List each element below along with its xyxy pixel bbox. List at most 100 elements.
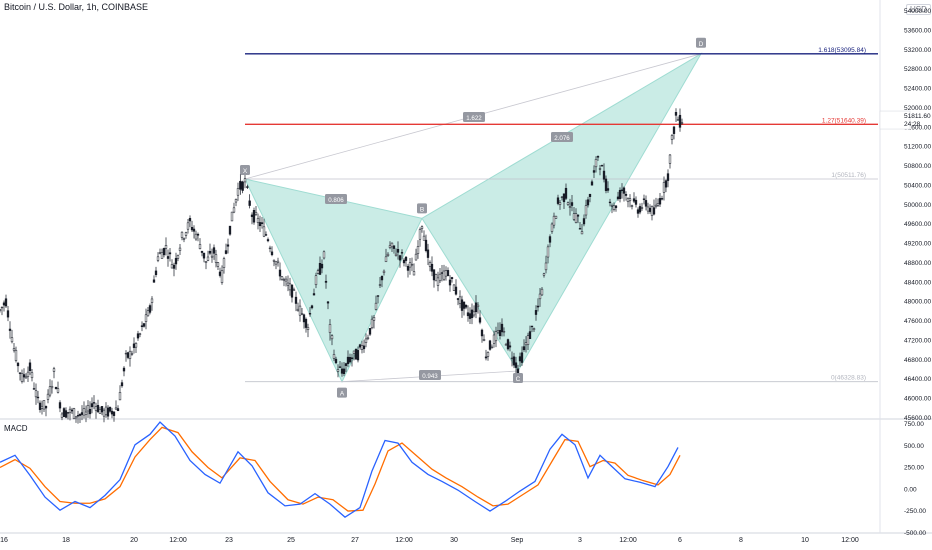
candle-body [640, 207, 644, 209]
candle-body [184, 232, 188, 236]
pattern-bcd-triangle [421, 52, 703, 372]
currency-badge[interactable]: USD [906, 4, 931, 15]
candle-body [34, 390, 38, 398]
candle-body [164, 245, 168, 249]
level-label-ext_1618: 1.618(53095.84) [818, 47, 866, 54]
candle-body [504, 344, 508, 346]
candle-body [508, 345, 512, 348]
price-tick-label: 45600.00 [904, 415, 931, 422]
candle-body [492, 334, 496, 344]
candle-body [140, 325, 144, 327]
candle-body [538, 293, 542, 300]
candle-body [622, 187, 626, 194]
candle-body [624, 193, 628, 196]
candle-body [552, 215, 556, 226]
candle-body [556, 197, 560, 204]
candle-body [644, 200, 648, 207]
candle-body [0, 309, 2, 311]
candle-body [304, 318, 308, 328]
candle-body [660, 198, 664, 200]
countdown-label: 24:28 [904, 121, 921, 128]
candle-body [216, 262, 220, 267]
candle-body [28, 362, 32, 372]
candle-body [410, 264, 414, 266]
candle-body [620, 189, 624, 191]
candle-body [214, 254, 218, 263]
candle-body [362, 345, 366, 350]
price-tick-label: 51200.00 [904, 144, 931, 151]
candle-body [550, 223, 554, 232]
candle-body [442, 270, 446, 280]
candle-body [372, 317, 376, 321]
candle-body [618, 190, 622, 200]
candle-body [476, 304, 480, 308]
candle-body [68, 408, 72, 414]
macd-tick-label: 750.00 [904, 421, 924, 428]
candle-body [546, 246, 550, 258]
time-tick-label: 27 [351, 537, 359, 544]
ratio-label-bd: 2.076 [554, 135, 570, 142]
candle-body [378, 284, 382, 286]
candle-body [18, 372, 22, 374]
candle-body [208, 250, 212, 254]
candle-body [500, 323, 504, 333]
candle-body [336, 369, 340, 372]
candle-body [356, 350, 360, 361]
candle-body [178, 247, 182, 251]
candle-body [80, 412, 84, 415]
candle-body [78, 413, 82, 416]
candle-body [648, 208, 652, 212]
candle-body [320, 263, 324, 269]
candle-body [516, 368, 520, 374]
candle-body [2, 302, 6, 306]
candle-body [239, 180, 242, 190]
candle-body [228, 225, 232, 235]
candle-body [292, 289, 296, 291]
candle-body [558, 202, 562, 205]
price-tick-label: 48400.00 [904, 279, 931, 286]
candle-body [158, 252, 162, 254]
candle-body [366, 337, 370, 339]
candle-body [388, 245, 392, 248]
candle-body [20, 373, 24, 382]
candle-body [212, 247, 216, 254]
candle-body [172, 264, 176, 269]
candle-body [408, 262, 412, 268]
candle-body [126, 352, 130, 358]
candle-body [574, 213, 578, 223]
candle-body [590, 181, 594, 186]
candle-body [92, 402, 96, 404]
point-label-a: A [340, 391, 345, 398]
candle-body [110, 410, 114, 415]
price-tick-label: 52800.00 [904, 66, 931, 73]
candle-body [56, 388, 60, 393]
candle-body [272, 259, 276, 262]
point-label-c-bg [513, 372, 523, 383]
candle-body [202, 252, 206, 259]
candle-body [114, 407, 118, 410]
candle-body [26, 371, 30, 377]
candle-body [198, 244, 202, 250]
macd-tick-label: -500.00 [904, 530, 926, 537]
price-tick-label: 48000.00 [904, 299, 931, 306]
candle-body [470, 309, 474, 319]
candle-body [218, 271, 222, 276]
price-tick-label: 52000.00 [904, 105, 931, 112]
price-tick-label: 52400.00 [904, 86, 931, 93]
candle-body [524, 342, 528, 346]
candle-body [342, 368, 346, 375]
candle-body [596, 156, 600, 158]
candle-body [118, 392, 122, 401]
candle-body [326, 301, 330, 304]
candle-body [498, 330, 502, 336]
candle-body [610, 205, 614, 207]
candle-body [440, 272, 444, 274]
ratio-label-ac-bg [419, 370, 441, 380]
candle-body [676, 119, 680, 121]
candle-body [280, 276, 284, 280]
candle-body [38, 402, 42, 410]
candle-body [534, 310, 538, 315]
candle-body [614, 205, 618, 208]
candle-body [102, 409, 106, 417]
